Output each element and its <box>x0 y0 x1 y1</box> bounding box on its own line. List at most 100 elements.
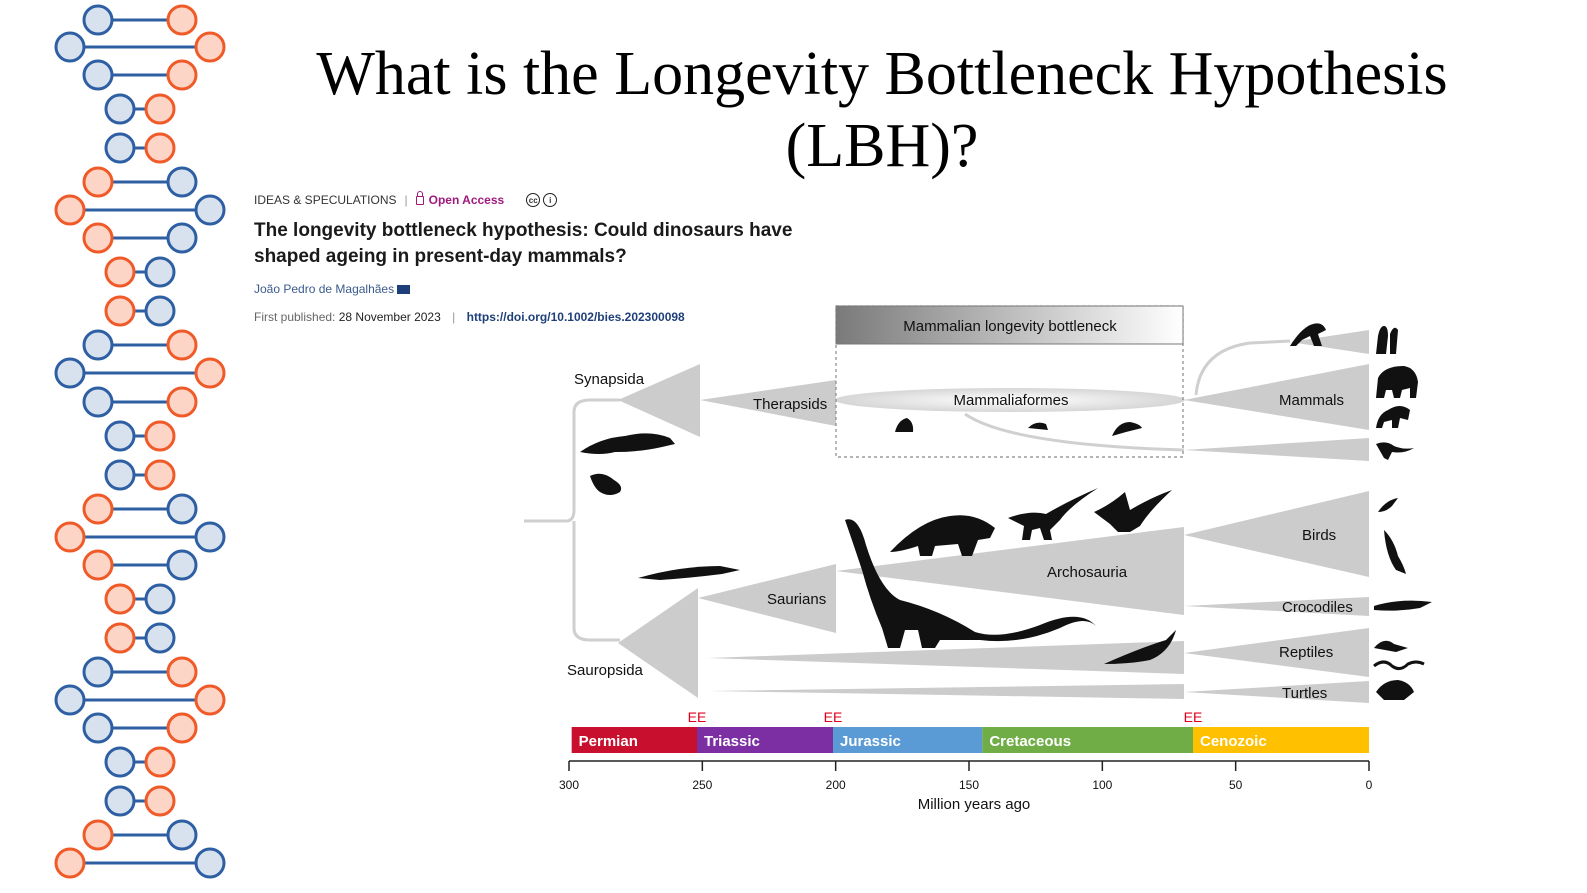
feathered-dino-silhouette-icon <box>1094 490 1172 532</box>
dna-base-right <box>166 59 198 91</box>
axis-tick-label: 250 <box>692 778 712 792</box>
dna-base-left <box>82 549 114 581</box>
dna-base-left <box>104 785 136 817</box>
axis-label: Million years ago <box>918 796 1031 813</box>
dna-base-left <box>82 819 114 851</box>
period-bar-cretaceous <box>982 727 1193 753</box>
dna-base-right <box>166 386 198 418</box>
paper-meta-line: IDEAS & SPECULATIONS | Open Access cc i <box>254 190 854 210</box>
section-label: IDEAS & SPECULATIONS <box>254 193 397 207</box>
mammal-small-3-icon <box>1112 422 1142 436</box>
root-bracket <box>524 398 620 642</box>
dna-base-right <box>194 521 226 553</box>
dna-base-right <box>166 493 198 525</box>
monotreme-wedge <box>1184 438 1369 461</box>
synapsida-label: Synapsida <box>574 371 645 388</box>
axis-tick-label: 0 <box>1366 778 1373 792</box>
mammal-small-2-icon <box>1028 422 1048 430</box>
cc-icon: cc <box>526 193 541 207</box>
archosauria-wedge <box>836 527 1184 615</box>
dna-base-left <box>82 329 114 361</box>
paper-title[interactable]: The longevity bottleneck hypothesis: Cou… <box>254 220 793 267</box>
dna-base-right <box>166 222 198 254</box>
turtle-stem <box>708 684 1184 699</box>
axis-tick-label: 50 <box>1229 778 1243 792</box>
dna-base-left <box>82 59 114 91</box>
doi-link[interactable]: https://doi.org/10.1002/bies.202300098 <box>466 310 685 324</box>
mammals-wedge <box>1184 364 1369 430</box>
humans-silhouette-icon <box>1376 326 1398 354</box>
silhouettes <box>580 323 1432 700</box>
period-bar-triassic <box>697 727 833 753</box>
mammals-label: Mammals <box>1279 392 1344 409</box>
by-icon: i <box>543 193 558 207</box>
dna-base-right <box>144 420 176 452</box>
dna-base-left <box>54 847 86 879</box>
dna-base-left <box>54 31 86 63</box>
bottleneck-label: Mammalian longevity bottleneck <box>903 318 1117 335</box>
author-line: João Pedro de Magalhães <box>254 282 854 296</box>
author-name[interactable]: João Pedro de Magalhães <box>254 282 395 296</box>
period-label-jurassic: Jurassic <box>840 733 901 750</box>
axis-tick-label: 200 <box>826 778 846 792</box>
mail-icon[interactable] <box>397 284 411 294</box>
dna-base-right <box>166 712 198 744</box>
mosasaur-silhouette-icon <box>1104 630 1176 664</box>
dna-base-right <box>194 847 226 879</box>
dna-base-left <box>82 222 114 254</box>
monotreme-line <box>964 412 1185 452</box>
croc-ancestor-silhouette-icon <box>638 566 740 580</box>
dna-base-left <box>104 583 136 615</box>
snake-silhouette-icon <box>1373 660 1425 671</box>
publication-info: First published: 28 November 2023 | http… <box>254 310 854 324</box>
dna-base-right <box>166 549 198 581</box>
cynodont-silhouette-icon <box>580 433 675 454</box>
divider: | <box>452 310 456 324</box>
birds-label: Birds <box>1302 527 1336 544</box>
dna-base-right <box>166 4 198 36</box>
saurians-wedge <box>698 564 836 633</box>
dna-helix-icon <box>54 4 226 879</box>
lizard-modern-silhouette-icon <box>1374 640 1408 652</box>
bottleneck-box <box>835 305 1184 458</box>
lock-icon <box>415 190 424 205</box>
lion-silhouette-icon <box>1376 406 1410 428</box>
period-label-triassic: Triassic <box>704 733 760 750</box>
triceratops-silhouette-icon <box>890 515 995 556</box>
synapsida-wedge <box>618 364 700 437</box>
license-icons[interactable]: cc i <box>526 193 558 207</box>
dna-base-left <box>104 622 136 654</box>
saurians-label: Saurians <box>767 591 826 608</box>
raptor-silhouette-icon <box>1008 488 1098 540</box>
dna-base-right <box>166 166 198 198</box>
dna-base-left <box>104 93 136 125</box>
elephant-silhouette-icon <box>1376 366 1418 398</box>
open-access-label[interactable]: Open Access <box>428 193 505 207</box>
eagle-silhouette-icon <box>1384 530 1406 574</box>
dna-base-left <box>104 132 136 164</box>
dna-base-left <box>82 166 114 198</box>
period-bar-permian <box>571 727 697 753</box>
reptiles-wedge <box>1184 628 1369 677</box>
dna-base-left <box>104 459 136 491</box>
dna-base-left <box>104 295 136 327</box>
dna-base-right <box>166 329 198 361</box>
dna-base-right <box>144 459 176 491</box>
mammaliaformes-label: Mammaliaformes <box>953 392 1068 409</box>
kangaroo-silhouette-icon <box>1376 442 1414 460</box>
dna-base-right <box>194 684 226 716</box>
birds-wedge <box>1184 491 1369 577</box>
published-date: 28 November 2023 <box>338 310 441 324</box>
extinction-event-marker: EE <box>1184 709 1203 725</box>
published-label: First published: <box>254 310 336 324</box>
branches <box>524 330 1369 703</box>
axis-tick-label: 150 <box>959 778 979 792</box>
period-bar-cenozoic <box>1193 727 1369 753</box>
crocodiles-label: Crocodiles <box>1282 599 1353 616</box>
dna-base-right <box>144 622 176 654</box>
archosauria-label: Archosauria <box>1047 564 1128 581</box>
period-label-permian: Permian <box>579 733 638 750</box>
dna-base-right <box>144 785 176 817</box>
turtles-label: Turtles <box>1282 685 1327 702</box>
